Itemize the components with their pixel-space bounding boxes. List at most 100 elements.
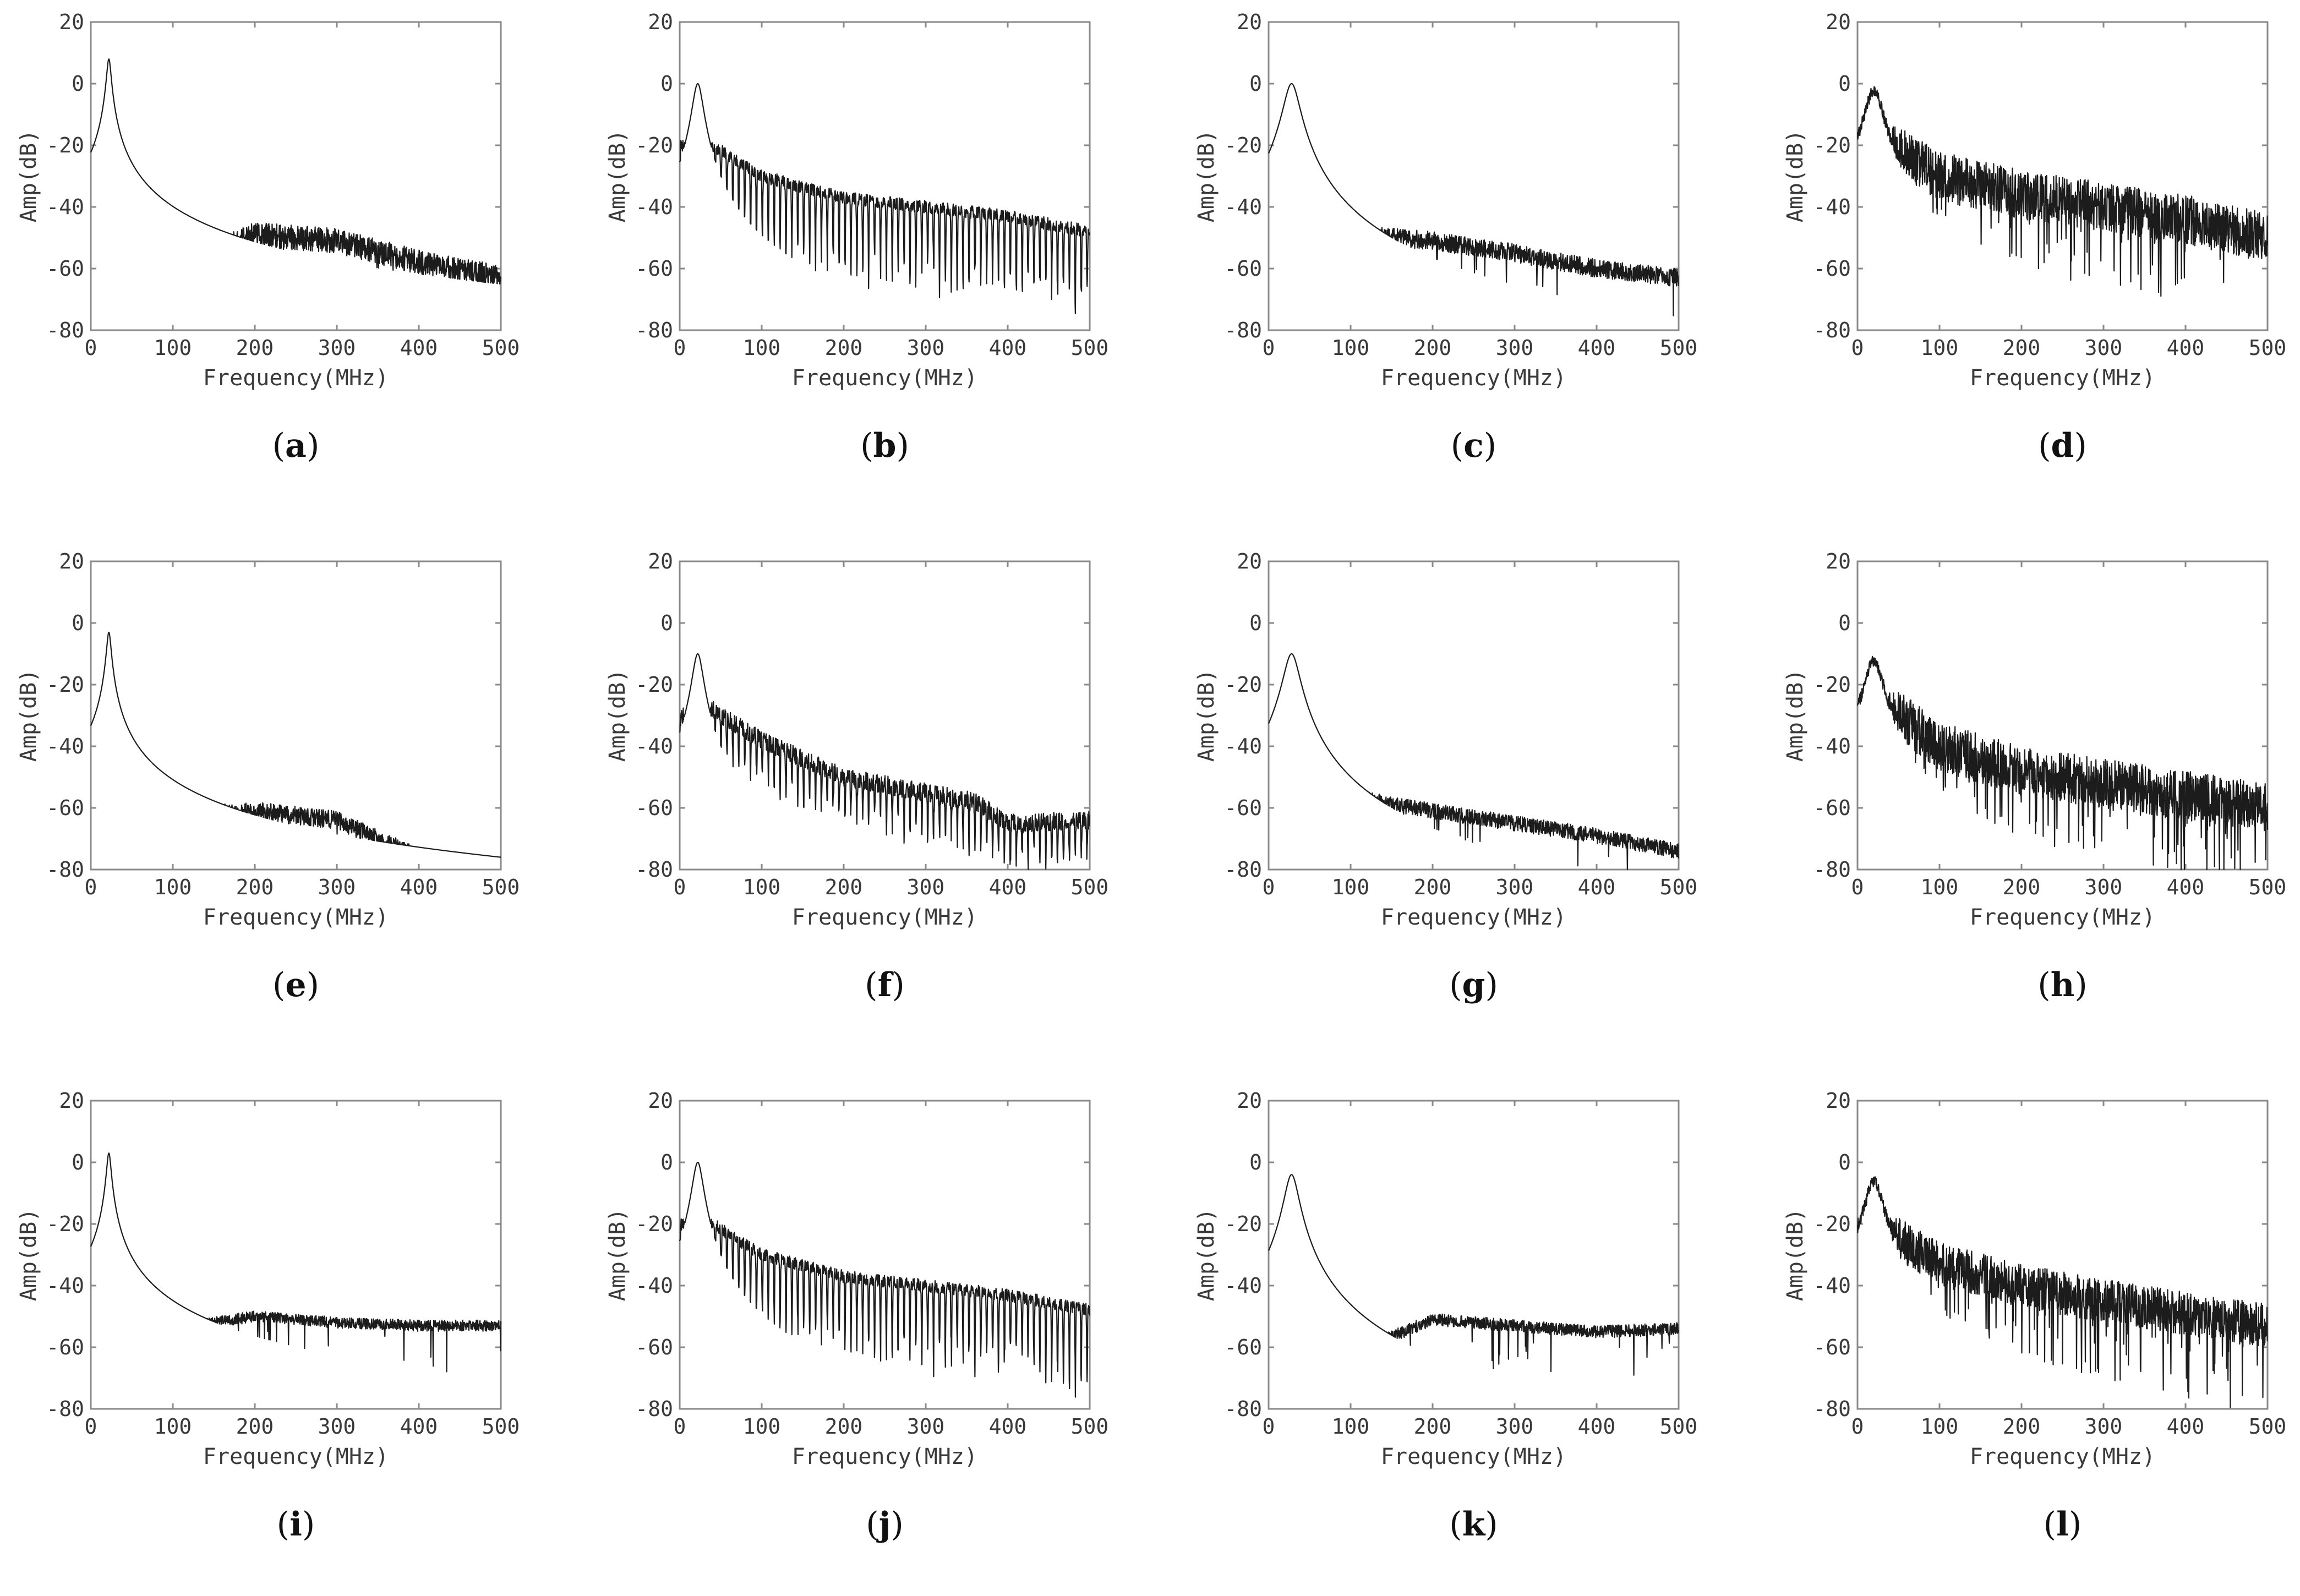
axis-frame bbox=[1856, 560, 2269, 871]
panel-caption: (c) bbox=[1450, 427, 1497, 465]
y-tick-label: -40 bbox=[1813, 195, 1851, 219]
y-tick-label: -80 bbox=[1224, 857, 1262, 882]
x-tick-label: 200 bbox=[2003, 336, 2041, 360]
x-tick-label: 500 bbox=[1071, 336, 1109, 360]
x-tick-label: 0 bbox=[1263, 875, 1275, 899]
y-tick-label: -60 bbox=[46, 256, 84, 281]
chart-panel-l: 0 100 200 300 400 500 20 0 -20 -40 -60 -80 Frequency… bbox=[1783, 1089, 2300, 1596]
axis-frame bbox=[1856, 21, 2269, 331]
y-tick-label: -20 bbox=[46, 673, 84, 697]
chart-svg-k: 0 100 200 300 400 500200-20-40-60-80Frequency… bbox=[1194, 1089, 1697, 1469]
x-tick-label: 500 bbox=[1660, 875, 1698, 899]
y-tick-label: 20 bbox=[59, 10, 84, 34]
y-tick-label: 20 bbox=[59, 549, 84, 573]
x-tick-label: 300 bbox=[318, 875, 356, 899]
y-axis-label: Amp(dB) bbox=[605, 1209, 630, 1302]
x-tick-label: 200 bbox=[2003, 875, 2041, 899]
y-tick-label: -20 bbox=[635, 673, 673, 697]
x-tick-label: 0 bbox=[85, 875, 97, 899]
x-axis-label: Frequency(MHz) bbox=[1381, 1444, 1566, 1469]
x-tick-label: 400 bbox=[989, 1414, 1027, 1439]
chart-panel-e: 0 100 200 300 400 500 20 0 -20 -40 -60 -80 Frequency… bbox=[16, 549, 567, 1057]
x-tick-label: 400 bbox=[989, 875, 1027, 899]
y-tick-label: 20 bbox=[1237, 549, 1262, 573]
spectrum-line bbox=[1856, 86, 2269, 297]
y-tick-label: -60 bbox=[1224, 256, 1262, 281]
y-tick-label: 0 bbox=[1249, 611, 1262, 635]
spectrum-line bbox=[1268, 83, 1680, 316]
chart-svg-a: 0 100 200 300 400 500200-20-40-60-80Frequency… bbox=[16, 10, 520, 391]
x-axis-label: Frequency(MHz) bbox=[792, 365, 977, 391]
y-tick-label: -60 bbox=[1224, 796, 1262, 820]
x-tick-label: 200 bbox=[236, 336, 274, 360]
chart-svg-d: 0 100 200 300 400 500200-20-40-60-80Frequency… bbox=[1783, 10, 2287, 391]
x-tick-label: 0 bbox=[1851, 336, 1864, 360]
y-tick-label: -40 bbox=[635, 1273, 673, 1298]
x-tick-label: 500 bbox=[1071, 1414, 1109, 1439]
y-tick-label: -80 bbox=[46, 318, 84, 342]
x-tick-label: 100 bbox=[743, 1414, 781, 1439]
y-tick-label: 0 bbox=[1838, 611, 1851, 635]
panel-caption-letter: h bbox=[2050, 966, 2075, 1004]
y-tick-label: 0 bbox=[1838, 1150, 1851, 1174]
x-tick-label: 100 bbox=[1921, 336, 1959, 360]
x-tick-label: 200 bbox=[1414, 1414, 1452, 1439]
y-tick-label: -80 bbox=[46, 857, 84, 882]
y-tick-label: 20 bbox=[648, 549, 673, 573]
x-tick-label: 400 bbox=[400, 336, 438, 360]
x-tick-label: 100 bbox=[1921, 875, 1959, 899]
panel-caption: (g) bbox=[1449, 966, 1498, 1004]
panel-caption-letter: g bbox=[1462, 966, 1485, 1004]
y-tick-label: -40 bbox=[1813, 1273, 1851, 1298]
x-tick-label: 100 bbox=[743, 875, 781, 899]
y-tick-label: -20 bbox=[635, 133, 673, 157]
y-tick-label: -60 bbox=[1813, 1335, 1851, 1359]
y-tick-label: -20 bbox=[1224, 1212, 1262, 1236]
x-tick-label: 100 bbox=[1332, 336, 1370, 360]
y-tick-label: -80 bbox=[1224, 1397, 1262, 1421]
y-tick-label: -60 bbox=[635, 256, 673, 281]
spectrum-line bbox=[90, 631, 501, 858]
y-tick-label: -20 bbox=[46, 1212, 84, 1236]
axis-frame bbox=[679, 560, 1091, 871]
y-tick-label: -60 bbox=[1813, 256, 1851, 281]
x-axis-label: Frequency(MHz) bbox=[1381, 365, 1566, 391]
y-tick-label: -20 bbox=[46, 133, 84, 157]
chart-svg-j: 0 100 200 300 400 500200-20-40-60-80Frequency… bbox=[605, 1089, 1109, 1469]
y-tick-label: 20 bbox=[1237, 10, 1262, 34]
x-tick-label: 400 bbox=[400, 1414, 438, 1439]
panel-caption-letter: k bbox=[1462, 1505, 1485, 1544]
axis-frame bbox=[1856, 1100, 2269, 1410]
panel-caption: (b) bbox=[860, 427, 909, 465]
y-axis-label: Amp(dB) bbox=[605, 669, 630, 762]
y-axis-label: Amp(dB) bbox=[1783, 130, 1808, 223]
x-tick-label: 0 bbox=[674, 336, 686, 360]
y-tick-label: 0 bbox=[1249, 72, 1262, 96]
axis-frame bbox=[1268, 21, 1680, 331]
axis-frame bbox=[90, 21, 502, 331]
chart-svg-l: 0 100 200 300 400 500200-20-40-60-80Frequency… bbox=[1783, 1089, 2286, 1469]
chart-svg-e: 0 100 200 300 400 500200-20-40-60-80Frequency… bbox=[16, 549, 520, 930]
chart-panel-c: 0 100 200 300 400 500 20 0 -20 -40 -60 -80 Frequency… bbox=[1194, 10, 1745, 517]
x-tick-label: 300 bbox=[318, 336, 356, 360]
x-tick-label: 400 bbox=[2167, 336, 2205, 360]
y-axis-label: Amp(dB) bbox=[16, 130, 41, 223]
y-tick-label: -80 bbox=[635, 857, 673, 882]
y-tick-label: 20 bbox=[1826, 1089, 1851, 1113]
panel-caption: (i) bbox=[276, 1505, 315, 1544]
y-tick-label: -20 bbox=[1813, 673, 1851, 697]
chart-svg-b: 0 100 200 300 400 500200-20-40-60-80Frequency… bbox=[605, 10, 1109, 391]
x-tick-label: 300 bbox=[1496, 1414, 1534, 1439]
spectrum-line bbox=[1856, 1176, 2268, 1408]
y-tick-label: 0 bbox=[660, 611, 673, 635]
x-axis-label: Frequency(MHz) bbox=[203, 905, 389, 930]
x-tick-label: 500 bbox=[2249, 336, 2287, 360]
spectrum-line bbox=[90, 58, 502, 285]
axis-frame bbox=[679, 1100, 1091, 1410]
x-tick-label: 0 bbox=[1851, 875, 1864, 899]
y-tick-label: -80 bbox=[635, 318, 673, 342]
chart-svg-f: 0 100 200 300 400 500200-20-40-60-80Frequency… bbox=[605, 549, 1108, 930]
y-tick-label: -60 bbox=[46, 1335, 84, 1359]
x-tick-label: 100 bbox=[1332, 1414, 1370, 1439]
y-tick-label: 0 bbox=[1838, 72, 1851, 96]
